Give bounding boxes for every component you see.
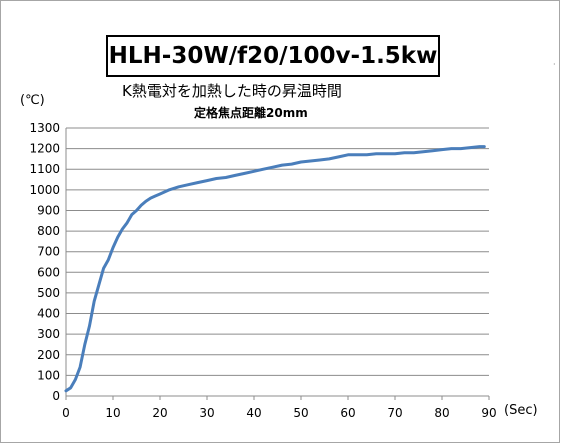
x-tick-label: 20 [152,406,167,420]
chart-subtitle: K熱電対を加熱した時の昇温時間 [122,82,342,100]
y-tick-label: 500 [37,286,60,300]
y-tick-label: 300 [37,327,60,341]
x-tick-label: 40 [246,406,261,420]
series-line-temperature [64,145,486,393]
y-tick-label: 0 [52,389,60,403]
x-axis-label: (Sec) [504,403,538,418]
chart-title: HLH-30W/f20/100v-1.5kw [108,43,438,69]
x-tick-label: 50 [293,406,308,420]
decorative-mark: · [553,60,556,69]
x-tick-label: 70 [387,406,402,420]
y-tick-label: 100 [37,368,60,382]
x-tick-label: 10 [105,406,120,420]
y-axis-label: (℃) [20,93,45,108]
x-tick-label: 0 [62,406,70,420]
chart-subtitle-focal: 定格焦点距離20mm [194,106,308,120]
y-tick-label: 700 [37,245,60,259]
y-tick-label: 600 [37,265,60,279]
chart-title-box: HLH-30W/f20/100v-1.5kw [106,35,440,77]
y-tick-label: 1300 [29,121,60,135]
y-tick-label: 1100 [29,162,60,176]
y-tick-label: 200 [37,348,60,362]
x-tick-label: 30 [199,406,214,420]
y-tick-label: 800 [37,224,60,238]
y-tick-label: 400 [37,307,60,321]
y-tick-label: 900 [37,203,60,217]
x-tick-label: 60 [340,406,355,420]
y-tick-label: 1000 [29,183,60,197]
x-tick-label: 80 [434,406,449,420]
x-tick-label: 90 [481,406,496,420]
y-tick-label: 1200 [29,142,60,156]
